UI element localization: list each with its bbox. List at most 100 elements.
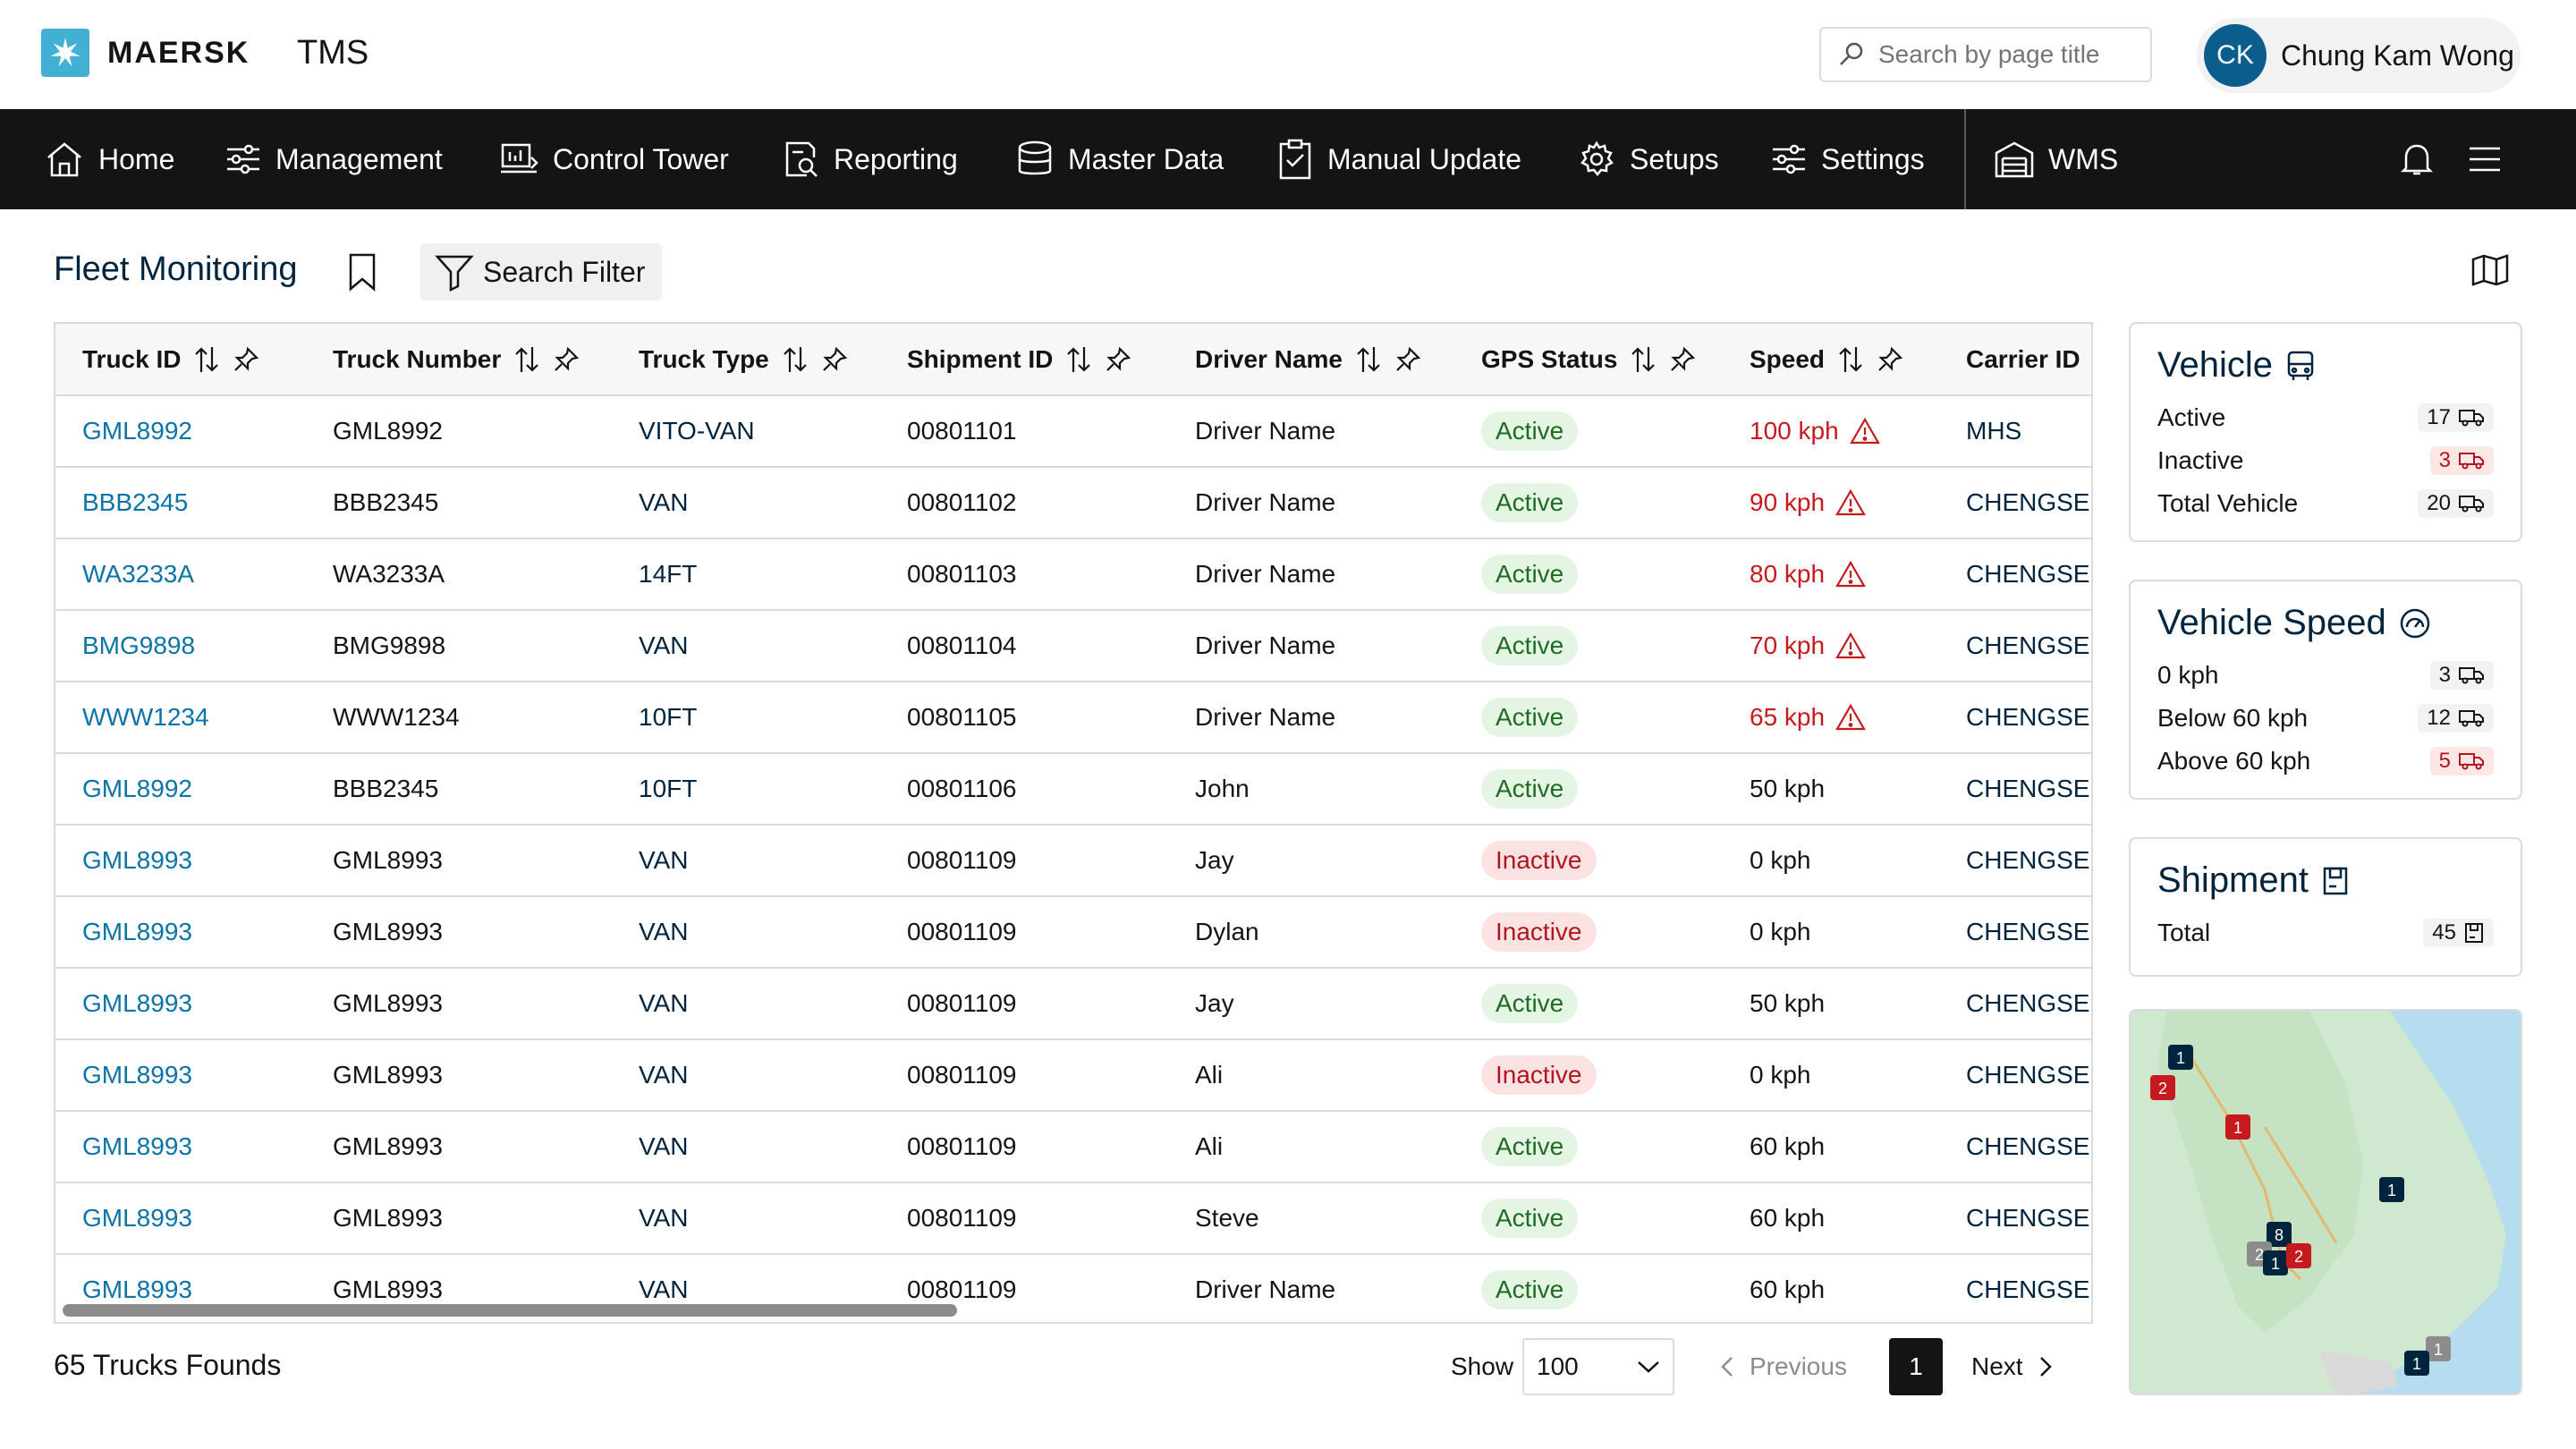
sort-icon[interactable] — [1355, 345, 1382, 374]
truck-id-link[interactable]: GML8993 — [82, 846, 192, 874]
horizontal-scrollbar[interactable] — [63, 1304, 957, 1317]
pin-icon[interactable] — [1669, 346, 1696, 373]
pin-icon[interactable] — [821, 346, 848, 373]
nav-item-manual-update[interactable]: Manual Update — [1277, 109, 1521, 209]
column-header-truck-id[interactable]: Truck ID — [55, 324, 306, 396]
status-badge: Inactive — [1481, 841, 1597, 880]
truck-id-link[interactable]: GML8992 — [82, 417, 192, 445]
page-size-select[interactable]: 100 — [1522, 1338, 1674, 1395]
nav-label: Manual Update — [1327, 142, 1522, 175]
truck-id-link[interactable]: BMG9898 — [82, 631, 196, 659]
table-row[interactable]: GML8993 GML8993 VAN 00801109 Dylan Inactive 0 … — [55, 896, 2091, 968]
map-marker-count: 2 — [2158, 1080, 2167, 1097]
user-name: Chung Kam Wong — [2281, 38, 2514, 72]
map-marker[interactable]: 1 — [2168, 1045, 2193, 1070]
truck-id-link[interactable]: GML8993 — [82, 1275, 192, 1303]
truck-id-link[interactable]: GML8993 — [82, 1132, 192, 1160]
previous-page-button[interactable]: Previous — [1721, 1352, 1847, 1381]
table-row[interactable]: GML8993 GML8993 VAN 00801109 Ali Active 60 kph… — [55, 1111, 2091, 1182]
notifications-button[interactable] — [2397, 140, 2436, 179]
sort-icon[interactable] — [193, 345, 220, 374]
map-marker[interactable]: 8 — [2267, 1222, 2292, 1247]
column-header-carrier-id[interactable]: Carrier ID — [1939, 324, 2091, 396]
pin-icon[interactable] — [1877, 346, 1903, 373]
sort-icon[interactable] — [1065, 345, 1092, 374]
column-header-gps-status[interactable]: GPS Status — [1454, 324, 1723, 396]
pin-icon[interactable] — [233, 346, 259, 373]
nav-item-reporting[interactable]: Reporting — [784, 109, 958, 209]
table-row[interactable]: BMG9898 BMG9898 VAN 00801104 Driver Name Acti… — [55, 610, 2091, 682]
truck-id-link[interactable]: GML8993 — [82, 1204, 192, 1232]
bookmark-button[interactable] — [347, 252, 377, 296]
search-filter-button[interactable]: Search Filter — [420, 243, 662, 301]
truck-id-link[interactable]: BBB2345 — [82, 488, 189, 516]
stat-row[interactable]: Total 45 — [2157, 911, 2494, 954]
truck-id-link[interactable]: GML8992 — [82, 775, 192, 802]
page-search[interactable] — [1819, 27, 2152, 82]
pin-icon[interactable] — [1394, 346, 1421, 373]
stat-row[interactable]: Active 17 — [2157, 396, 2494, 439]
user-menu[interactable]: CK Chung Kam Wong — [2197, 18, 2521, 93]
map-marker[interactable]: 1 — [2379, 1177, 2404, 1202]
stat-row[interactable]: Below 60 kph 12 — [2157, 697, 2494, 740]
map-view-button[interactable] — [2470, 254, 2510, 291]
nav-item-home[interactable]: Home — [45, 109, 174, 209]
map-marker[interactable]: 1 — [2404, 1351, 2429, 1376]
column-header-speed[interactable]: Speed — [1723, 324, 1939, 396]
gps-status-cell: Active — [1454, 610, 1723, 682]
truck-id-link[interactable]: GML8993 — [82, 918, 192, 945]
column-header-truck-type[interactable]: Truck Type — [612, 324, 880, 396]
main-nav: Home Management Control Tower Reporting … — [0, 109, 2576, 209]
pin-icon[interactable] — [1105, 346, 1131, 373]
truck-number-cell: GML8993 — [333, 1275, 443, 1303]
truck-number-cell: BBB2345 — [333, 488, 439, 516]
map-marker[interactable]: 2 — [2150, 1075, 2175, 1100]
hamburger-menu-button[interactable] — [2465, 140, 2504, 179]
table-row[interactable]: GML8992 GML8992 VITO-VAN 00801101 Driver Nam… — [55, 395, 2091, 467]
truck-id-link[interactable]: GML8993 — [82, 989, 192, 1017]
table-row[interactable]: GML8993 GML8993 VAN 00801109 Steve Active 60 k… — [55, 1182, 2091, 1254]
table-row[interactable]: WWW1234 WWW1234 10FT 00801105 Driver Name Act… — [55, 682, 2091, 753]
table-row[interactable]: BBB2345 BBB2345 VAN 00801102 Driver Name Acti… — [55, 467, 2091, 538]
nav-item-control-tower[interactable]: Control Tower — [499, 109, 729, 209]
map-marker[interactable]: 1 — [2263, 1250, 2288, 1275]
stat-row[interactable]: 0 kph 3 — [2157, 654, 2494, 697]
map-marker[interactable]: 1 — [2225, 1114, 2250, 1140]
map-marker[interactable]: 1 — [2426, 1336, 2451, 1361]
column-header-shipment-id[interactable]: Shipment ID — [880, 324, 1168, 396]
table-row[interactable]: GML8992 BBB2345 10FT 00801106 John Active 50 k… — [55, 753, 2091, 825]
pin-icon[interactable] — [553, 346, 580, 373]
sort-icon[interactable] — [1837, 345, 1864, 374]
stat-row[interactable]: Inactive 3 — [2157, 439, 2494, 482]
table-row[interactable]: GML8993 GML8993 VAN 00801109 Jay Inactive 0 kp… — [55, 825, 2091, 896]
map-marker[interactable]: 2 — [2286, 1243, 2311, 1268]
truck-id-link[interactable]: WWW1234 — [82, 703, 209, 731]
nav-item-wms[interactable]: WMS — [1995, 109, 2118, 209]
shipment-id-cell: 00801109 — [907, 1204, 1017, 1232]
truck-id-link[interactable]: WA3233A — [82, 560, 195, 588]
results-count: 65 Trucks Founds — [54, 1349, 282, 1381]
table-row[interactable]: GML8993 GML8993 VAN 00801109 Jay Active 50 kph… — [55, 968, 2091, 1039]
nav-item-settings[interactable]: Settings — [1771, 109, 1925, 209]
nav-item-master-data[interactable]: Master Data — [1016, 109, 1224, 209]
next-page-button[interactable]: Next — [1971, 1352, 2052, 1381]
page-number-button[interactable]: 1 — [1889, 1338, 1943, 1395]
search-input[interactable] — [1878, 40, 2138, 69]
column-header-truck-number[interactable]: Truck Number — [306, 324, 612, 396]
nav-item-management[interactable]: Management — [225, 109, 443, 209]
column-header-driver-name[interactable]: Driver Name — [1168, 324, 1454, 396]
sort-icon[interactable] — [1630, 345, 1657, 374]
table-row[interactable]: GML8993 GML8993 VAN 00801109 Ali Inactive 0 kp… — [55, 1039, 2091, 1111]
table-row[interactable]: WA3233A WA3233A 14FT 00801103 Driver Name Act… — [55, 538, 2091, 610]
table-row[interactable]: GML8993 GML8993 VAN 00801109 Driver Name Acti… — [55, 1254, 2091, 1322]
sort-icon[interactable] — [513, 345, 540, 374]
stat-row[interactable]: Total Vehicle 20 — [2157, 482, 2494, 525]
maersk-logo[interactable]: MAERSK — [41, 29, 250, 77]
sort-icon[interactable] — [782, 345, 809, 374]
nav-item-setups[interactable]: Setups — [1578, 109, 1719, 209]
truck-id-link[interactable]: GML8993 — [82, 1061, 192, 1089]
stat-row[interactable]: Above 60 kph 5 — [2157, 740, 2494, 783]
